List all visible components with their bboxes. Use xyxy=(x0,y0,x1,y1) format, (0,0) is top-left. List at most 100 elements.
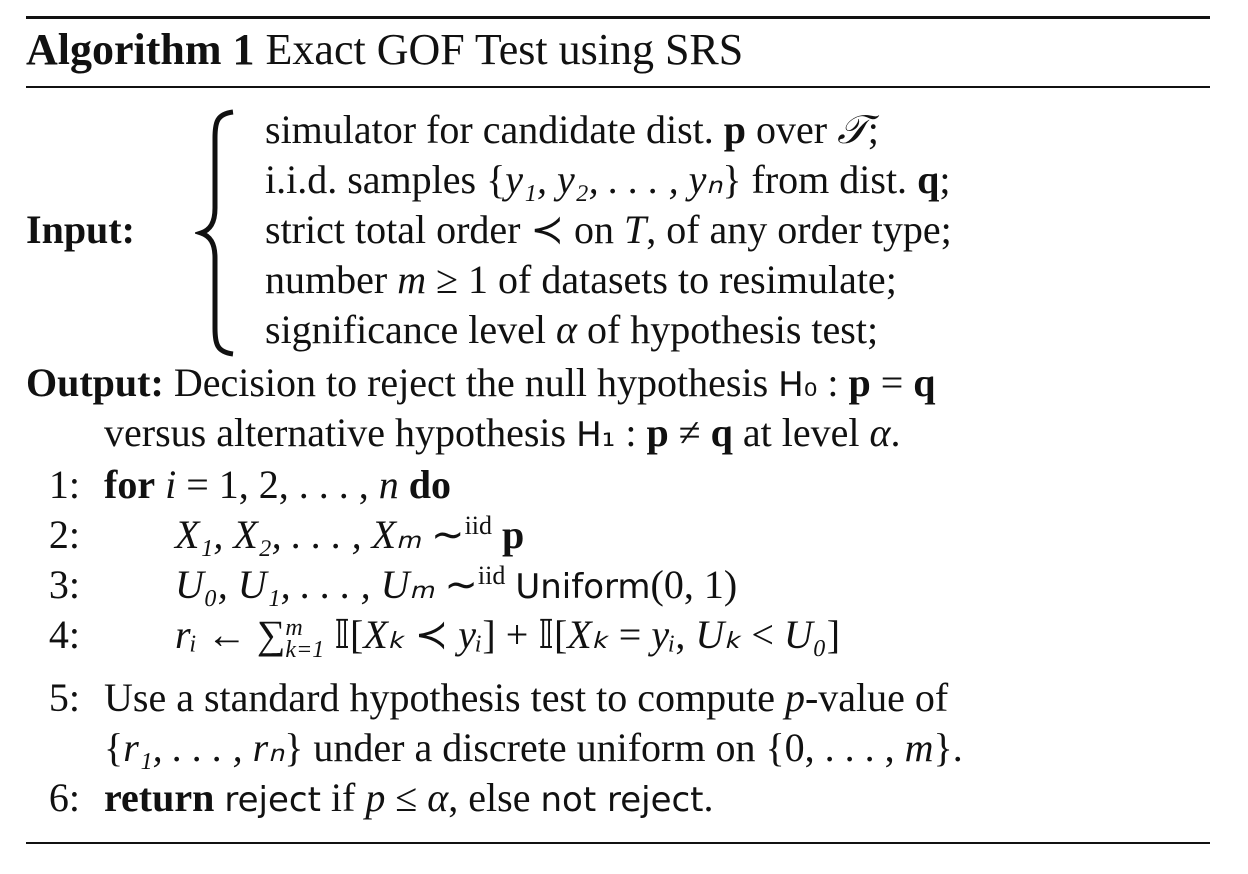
output-line: versus alternative hypothesis H₁ : p ≠ q… xyxy=(104,408,901,458)
text: = xyxy=(870,360,914,405)
symbol: p xyxy=(502,512,525,557)
text: ] + 𝕀[ xyxy=(482,612,568,657)
superscript: m xyxy=(285,614,303,641)
math: H₀ xyxy=(778,365,818,405)
math: Xₖ xyxy=(363,612,405,657)
function: Uniform xyxy=(515,567,651,607)
math: yᵢ xyxy=(651,612,676,657)
text: i.i.d. samples { xyxy=(265,157,506,202)
input-line: number m ≥ 1 of datasets to resimulate; xyxy=(265,255,897,305)
keyword: do xyxy=(408,462,452,507)
text: 𝕀[ xyxy=(324,612,364,657)
step-line: rᵢ ← ∑ m k=1 𝕀[Xₖ ≺ yᵢ] + 𝕀[Xₖ = yᵢ, Uₖ < … xyxy=(175,610,840,662)
math: T xyxy=(623,207,647,252)
superscript: iid xyxy=(464,511,493,540)
text: of hypothesis test; xyxy=(576,307,879,352)
symbol: q xyxy=(710,410,733,455)
text: ; xyxy=(867,107,879,152)
math: m xyxy=(904,725,934,770)
step-number: 2: xyxy=(48,512,80,557)
text: significance level xyxy=(265,307,556,352)
output-label: Output: xyxy=(26,360,164,405)
text: strict total order ≺ on xyxy=(265,207,624,252)
symbol: q xyxy=(913,360,936,405)
sum-limits: m k=1 xyxy=(285,614,324,662)
math: p xyxy=(784,675,805,720)
algorithm-title: Exact GOF Test using SRS xyxy=(265,25,744,74)
math: n xyxy=(378,462,399,507)
symbol: p xyxy=(646,410,669,455)
algorithm-label: Algorithm 1 xyxy=(26,25,255,74)
math: α xyxy=(555,307,577,352)
algorithm-header: Algorithm 1 Exact GOF Test using SRS xyxy=(26,25,743,75)
value: not reject xyxy=(540,780,704,820)
input-label: Input: xyxy=(26,207,135,252)
math: α xyxy=(427,775,449,820)
text: at level xyxy=(732,410,870,455)
text: (0, 1) xyxy=(650,562,738,607)
text: = xyxy=(608,612,652,657)
math: i xyxy=(165,462,177,507)
text: ≺ xyxy=(404,612,459,657)
text: < xyxy=(741,612,784,657)
math: Uₖ xyxy=(695,612,742,657)
math: rᵢ xyxy=(175,612,197,657)
math: X₁, X₂, . . . , Xₘ xyxy=(175,512,422,557)
brace xyxy=(195,109,234,357)
math: r₁, . . . , rₙ xyxy=(123,725,285,770)
text: { xyxy=(104,725,124,770)
text: ← ∑ xyxy=(196,612,286,657)
math: p xyxy=(365,775,386,820)
bottom-rule xyxy=(26,842,1210,844)
math: α xyxy=(869,410,891,455)
text: . xyxy=(890,410,901,455)
text: ∼ xyxy=(421,512,465,557)
text: , xyxy=(675,612,696,657)
text: , of any order type; xyxy=(646,207,952,252)
text: } under a discrete uniform on {0, . . . … xyxy=(284,725,905,770)
step-line: X₁, X₂, . . . , Xₘ ∼iid p xyxy=(175,510,524,560)
math: U₀, U₁, . . . , Uₘ xyxy=(175,562,435,607)
input-line: significance level α of hypothesis test; xyxy=(265,305,878,355)
symbol: p xyxy=(848,360,871,405)
text: if xyxy=(320,775,366,820)
header-rule xyxy=(26,86,1210,88)
text: ∼ xyxy=(434,562,478,607)
text: ≥ 1 of datasets to resimulate; xyxy=(426,257,897,302)
step-line: U₀, U₁, . . . , Uₘ ∼iid Uniform(0, 1) xyxy=(175,560,737,610)
symbol: 𝒯 xyxy=(837,107,868,153)
text: -value of xyxy=(804,675,949,720)
keyword: return xyxy=(104,775,215,820)
step-line: Use a standard hypothesis test to comput… xyxy=(104,673,948,723)
input-line: strict total order ≺ on T, of any order … xyxy=(265,205,952,255)
text: number xyxy=(265,257,398,302)
step-line: {r₁, . . . , rₙ} under a discrete unifor… xyxy=(104,723,963,773)
text: Use a standard hypothesis test to comput… xyxy=(104,675,785,720)
text: ≠ xyxy=(668,410,711,455)
text: ≤ xyxy=(385,775,428,820)
text: simulator for candidate dist. xyxy=(265,107,724,152)
math: U₀ xyxy=(783,612,827,657)
math: m xyxy=(397,257,427,302)
keyword: for xyxy=(104,462,156,507)
step-number: 1: xyxy=(48,462,80,507)
symbol: q xyxy=(917,157,940,202)
math: Xₖ xyxy=(567,612,609,657)
math: y₁, y₂, . . . , yₙ xyxy=(505,157,723,202)
symbol: p xyxy=(723,107,747,152)
step-number: 6: xyxy=(48,775,80,820)
input-line: i.i.d. samples {y₁, y₂, . . . , yₙ} from… xyxy=(265,155,950,205)
step-number: 3: xyxy=(48,562,80,607)
text: }. xyxy=(933,725,963,770)
math: H₁ xyxy=(576,415,616,455)
text: : xyxy=(615,410,647,455)
text: ; xyxy=(939,157,951,202)
superscript: iid xyxy=(477,561,506,590)
step-line: for i = 1, 2, . . . , n do xyxy=(104,460,451,510)
text: versus alternative hypothesis xyxy=(104,410,577,455)
text: } from dist. xyxy=(722,157,918,202)
top-rule xyxy=(26,16,1210,19)
text: over xyxy=(746,107,838,152)
step-line: return reject if p ≤ α, else not reject. xyxy=(104,773,714,823)
